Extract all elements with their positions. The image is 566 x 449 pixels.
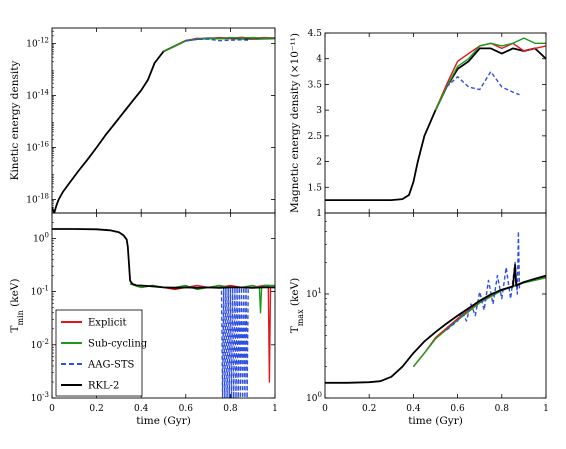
legend-box bbox=[55, 309, 143, 397]
x-tick-label: 0.2 bbox=[362, 404, 376, 414]
x-tick-label: 1 bbox=[272, 404, 278, 414]
series-subcycling-line bbox=[163, 36, 275, 53]
legend-label-rkl2: RKL-2 bbox=[88, 381, 119, 392]
y-tick-label: 1.5 bbox=[308, 183, 323, 193]
y-tick-label: 2 bbox=[316, 158, 322, 168]
y-tick-label: 10-18 bbox=[26, 192, 49, 205]
y-tick-label: 4 bbox=[316, 55, 322, 65]
x-tick-label: 0 bbox=[49, 404, 55, 414]
legend-label-subcycling: Sub-cycling bbox=[88, 339, 148, 350]
panel-top-right: 1 1.5 2 2.5 3 3.5 4 4.5 Magnetic energy density … bbox=[289, 29, 547, 219]
y-tick-label: 10-16 bbox=[26, 140, 49, 153]
series-rkl2-line bbox=[325, 47, 546, 202]
y-tick-label: 100 bbox=[33, 231, 49, 244]
series-aagsts-line bbox=[185, 286, 249, 398]
x-tick-label: 0.8 bbox=[495, 404, 510, 414]
axes-frame bbox=[324, 212, 547, 399]
x-tick-label: 0.8 bbox=[223, 404, 238, 414]
y-axis-label: Tmax (keV) bbox=[289, 278, 305, 334]
x-tick-label: 0.4 bbox=[406, 404, 421, 414]
series-rkl2-line bbox=[52, 228, 275, 289]
legend-label-explicit: Explicit bbox=[88, 318, 127, 329]
x-axis-label: time (Gyr) bbox=[136, 415, 191, 427]
x-axis-label: time (Gyr) bbox=[408, 415, 463, 427]
axes-frame bbox=[51, 212, 276, 399]
axes-frame bbox=[51, 27, 276, 214]
series-subcycling-line bbox=[434, 37, 546, 111]
x-tick-label: 0.4 bbox=[134, 404, 149, 414]
legend: Explicit Sub-cycling AAG-STS RKL-2 bbox=[55, 309, 148, 397]
y-tick-label: 100 bbox=[306, 391, 322, 404]
series-rkl2-line bbox=[52, 37, 275, 213]
x-tick-label: 0.6 bbox=[179, 404, 194, 414]
y-axis-label: Tmin (keV) bbox=[9, 278, 25, 332]
y-tick-label: 4.5 bbox=[308, 29, 323, 39]
x-tick-label: 0.2 bbox=[89, 404, 103, 414]
y-tick-label: 3 bbox=[316, 106, 322, 116]
x-tick-label: 0 bbox=[322, 404, 328, 414]
legend-label-aagsts: AAG-STS bbox=[87, 360, 135, 371]
y-tick-label: 101 bbox=[306, 287, 322, 300]
x-tick-label: 1 bbox=[543, 404, 549, 414]
y-tick-label: 10-12 bbox=[26, 37, 49, 50]
series-explicit-line bbox=[412, 276, 546, 368]
series-aagsts-line bbox=[185, 38, 249, 42]
series-rkl2-line bbox=[325, 264, 546, 384]
y-tick-label: 10-14 bbox=[26, 89, 49, 102]
panel-top-left: 10-12 10-14 10-16 10-18 Kinetic energy densi… bbox=[9, 27, 276, 214]
y-tick-label: 10-2 bbox=[31, 338, 49, 351]
y-axis-label: Kinetic energy density bbox=[9, 61, 21, 181]
series-aagsts-line bbox=[446, 70, 520, 96]
axes-frame bbox=[324, 32, 547, 214]
y-tick-label: 1 bbox=[316, 209, 322, 219]
panel-bottom-left: 100 10-1 10-2 10-30 0.2 0.4 0.6 0.8 1 time (Gyr) T… bbox=[9, 212, 278, 427]
series-explicit-line bbox=[129, 283, 275, 383]
y-axis-label: Magnetic energy density (×10⁻¹¹) bbox=[289, 33, 301, 213]
series-subcycling-line bbox=[412, 277, 546, 368]
panel-bottom-right: 100 101 0 0.2 0.4 0.6 0.8 1 time (Gyr) Tmax (keV) bbox=[289, 212, 549, 427]
y-tick-label: 3.5 bbox=[308, 80, 323, 90]
y-tick-label: 10-1 bbox=[31, 285, 49, 298]
y-tick-label: 10-3 bbox=[31, 391, 49, 404]
y-tick-label: 2.5 bbox=[308, 132, 323, 142]
x-tick-label: 0.6 bbox=[450, 404, 465, 414]
